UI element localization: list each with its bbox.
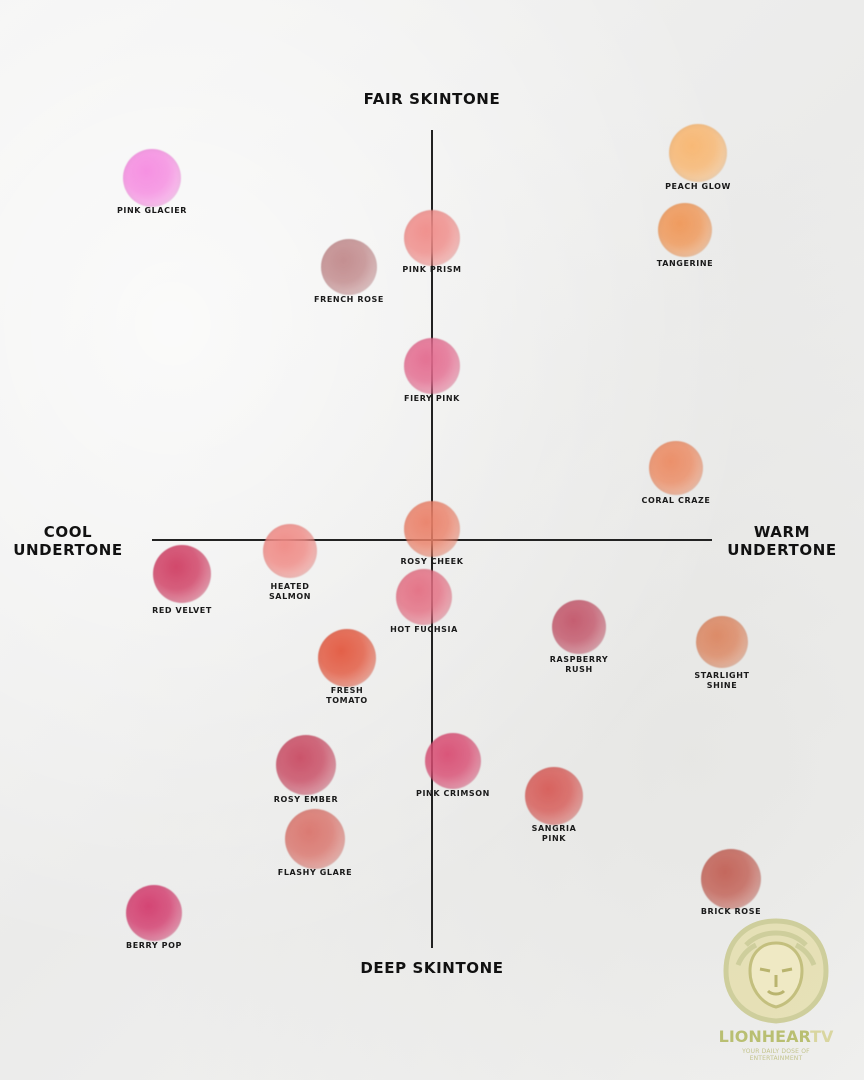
swatch-rosy-cheek: [404, 501, 460, 557]
swatch-red-velvet: [153, 545, 211, 603]
swatch-label-raspberry-rush: RASPBERRY RUSH: [549, 655, 609, 674]
swatch-sangria-pink: [525, 767, 583, 825]
swatch-label-starlight-shine: STARLIGHT SHINE: [694, 671, 750, 690]
swatch-label-heated-salmon: HEATED SALMON: [268, 582, 312, 601]
swatch-fiery-pink: [404, 338, 460, 394]
swatch-brick-rose: [701, 849, 761, 909]
swatch-flashy-glare: [285, 809, 345, 869]
swatch-label-rosy-cheek: ROSY CHEEK: [400, 557, 464, 566]
swatch-fresh-tomato: [318, 629, 376, 687]
axis-label-warm-undertone: WARM UNDERTONE: [727, 523, 837, 559]
lionheartv-logo: LIONHEARTV YOUR DAILY DOSE OF ENTERTAINM…: [716, 915, 836, 1075]
swatch-label-rosy-ember: ROSY EMBER: [273, 795, 339, 804]
axis-label-cool-undertone: COOL UNDERTONE: [13, 523, 123, 559]
swatch-pink-glacier: [123, 149, 181, 207]
swatch-label-flashy-glare: FLASHY GLARE: [277, 868, 353, 877]
swatch-label-sangria-pink: SANGRIA PINK: [531, 824, 577, 843]
axis-label-fair-skintone: FAIR SKINTONE: [363, 90, 501, 108]
lion-head-icon: [723, 918, 829, 1024]
swatch-label-brick-rose: BRICK ROSE: [700, 907, 762, 916]
swatch-berry-pop: [126, 885, 182, 941]
swatch-label-fresh-tomato: FRESH TOMATO: [326, 686, 368, 705]
swatch-label-coral-craze: CORAL CRAZE: [641, 496, 711, 505]
swatch-starlight-shine: [696, 616, 748, 668]
swatch-label-pink-prism: PINK PRISM: [402, 265, 462, 274]
swatch-coral-craze: [649, 441, 703, 495]
swatch-label-hot-fuchsia: HOT FUCHSIA: [390, 625, 458, 634]
swatch-tangerine: [658, 203, 712, 257]
swatch-pink-prism: [404, 210, 460, 266]
swatch-heated-salmon: [263, 524, 317, 578]
swatch-raspberry-rush: [552, 600, 606, 654]
swatch-rosy-ember: [276, 735, 336, 795]
swatch-label-peach-glow: PEACH GLOW: [665, 182, 731, 191]
swatch-label-berry-pop: BERRY POP: [126, 941, 182, 950]
swatch-hot-fuchsia: [396, 569, 452, 625]
logo-wordmark: LIONHEARTV: [718, 1027, 834, 1046]
axis-label-deep-skintone: DEEP SKINTONE: [360, 959, 504, 977]
swatch-label-red-velvet: RED VELVET: [152, 606, 212, 615]
swatch-french-rose: [321, 239, 377, 295]
swatch-peach-glow: [669, 124, 727, 182]
swatch-label-french-rose: FRENCH ROSE: [314, 295, 384, 304]
swatch-pink-crimson: [425, 733, 481, 789]
swatch-label-tangerine: TANGERINE: [656, 259, 714, 268]
swatch-label-pink-crimson: PINK CRIMSON: [416, 789, 490, 798]
logo-tagline: YOUR DAILY DOSE OF ENTERTAINMENT: [742, 1048, 810, 1062]
swatch-label-fiery-pink: FIERY PINK: [404, 394, 460, 403]
swatch-label-pink-glacier: PINK GLACIER: [116, 206, 188, 215]
